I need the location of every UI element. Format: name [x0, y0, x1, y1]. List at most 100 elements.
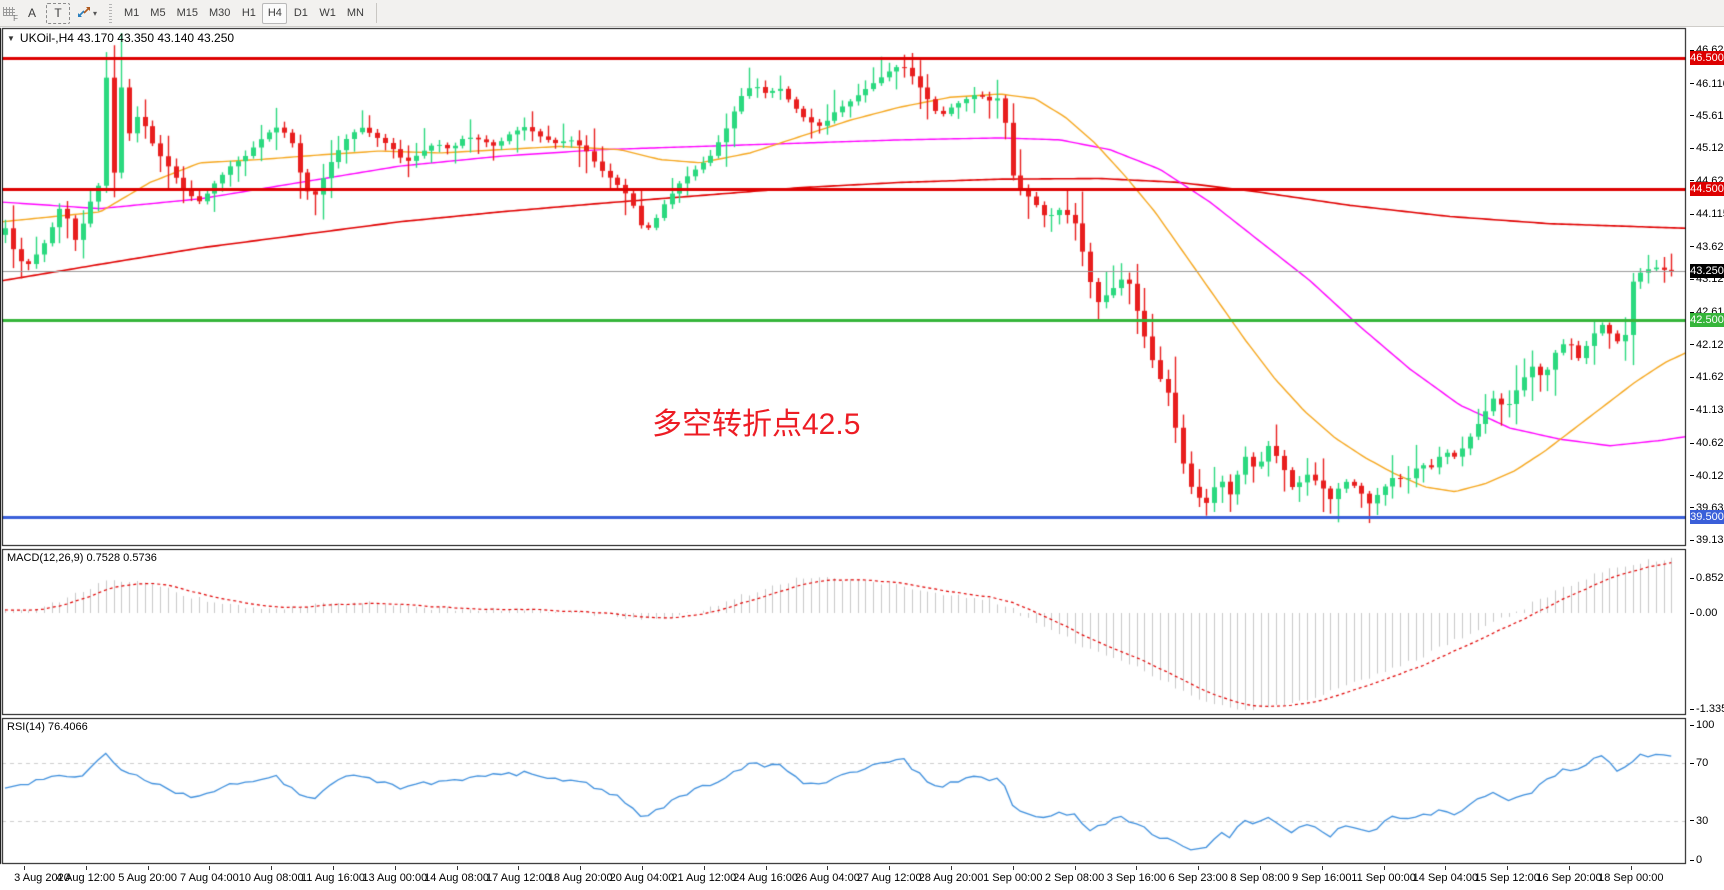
hline-price-label: 44.500	[1690, 182, 1724, 196]
time-tick	[1136, 866, 1138, 870]
time-label: 13 Aug 00:00	[362, 872, 428, 884]
symbol-title-line[interactable]: ▼ UKOil-,H4 43.170 43.350 43.140 43.250	[7, 31, 234, 45]
current-price-label: 43.250	[1690, 263, 1724, 278]
annotation-text[interactable]: 多空转折点42.5	[652, 408, 861, 441]
time-tick	[1507, 866, 1509, 870]
price-axis: 46.62046.11045.61545.12044.62544.11543.6…	[1690, 27, 1724, 890]
price-tick: 41.130	[1690, 404, 1724, 416]
time-label: 26 Aug 04:00	[794, 872, 860, 884]
time-tick	[394, 866, 396, 870]
symbol-ohlc-text: UKOil-,H4 43.170 43.350 43.140 43.250	[19, 31, 235, 45]
toolbar-separator	[109, 3, 113, 23]
tick-dash	[1690, 311, 1694, 313]
toolbar: F A T ▾ M1 M5 M15 M30 H1 H4 D1 W1 MN	[0, 0, 1724, 27]
tick-text: 45.615	[1696, 109, 1724, 122]
hline-price-label: 39.500	[1690, 509, 1724, 524]
tick-dash	[1690, 708, 1694, 710]
time-label: 16 Sep 20:00	[1536, 872, 1602, 884]
tick-text: 0	[1696, 854, 1703, 866]
time-tick	[518, 866, 520, 870]
tick-dash	[1690, 577, 1694, 579]
tick-dash	[1690, 213, 1694, 215]
text-label-tool-button[interactable]: T	[46, 2, 70, 24]
macd-axis-label: 0.8523	[1690, 572, 1724, 584]
tick-dash	[1690, 859, 1694, 861]
time-label: 11 Sep 00:00	[1351, 872, 1416, 884]
hline-price-label: 46.500	[1690, 51, 1724, 65]
time-tick	[271, 866, 273, 870]
arrow-text-tool-button[interactable]: A	[27, 6, 36, 20]
price-tick: 43.620	[1690, 241, 1724, 253]
diagonal-arrows-icon	[77, 6, 91, 21]
time-label: 3 Aug 2020	[14, 872, 70, 884]
time-label: 2 Sep 08:00	[1044, 872, 1105, 884]
time-label: 18 Sep 00:00	[1598, 872, 1664, 884]
tick-dash	[1690, 180, 1694, 182]
tick-dash	[1690, 376, 1694, 378]
tick-text: 0.8523	[1696, 572, 1724, 584]
tick-text: 45.120	[1696, 142, 1724, 155]
rsi-indicator-label: RSI(14) 76.4066	[7, 721, 88, 733]
price-tick: 41.625	[1690, 371, 1724, 383]
tick-text: 30	[1696, 814, 1709, 827]
tick-dash	[1690, 49, 1694, 51]
tick-dash	[1690, 246, 1694, 248]
time-label: 24 Aug 16:00	[733, 872, 799, 884]
tick-text: 41.130	[1696, 403, 1724, 416]
tick-dash	[1690, 83, 1694, 85]
time-tick	[765, 866, 767, 870]
rsi-axis-label: 100	[1690, 719, 1724, 731]
time-tick	[1321, 866, 1323, 870]
tick-dash	[1690, 762, 1694, 764]
tf-button-M15[interactable]: M15	[176, 7, 198, 19]
price-tick: 42.120	[1690, 339, 1724, 351]
rsi-axis-label: 0	[1690, 854, 1724, 866]
tf-button-D1[interactable]: D1	[293, 7, 308, 19]
macd-axis-label: 0.00	[1690, 607, 1724, 619]
tick-text: 43.620	[1696, 240, 1724, 253]
tick-dash	[1690, 147, 1694, 149]
time-label: 28 Aug 20:00	[918, 872, 984, 884]
tick-dash	[1690, 409, 1694, 411]
tf-button-M1[interactable]: M1	[124, 7, 140, 19]
tf-button-M30[interactable]: M30	[208, 7, 231, 19]
macd-indicator-label: MACD(12,26,9) 0.7528 0.5736	[7, 552, 157, 564]
time-tick	[1074, 866, 1076, 870]
time-tick	[827, 866, 829, 870]
time-tick	[1445, 866, 1447, 870]
price-tick: 40.125	[1690, 470, 1724, 482]
tick-dash	[1690, 442, 1694, 444]
timeframe-button-group: M1 M5 M15 M30 H1 H4 D1 W1 MN	[119, 2, 369, 24]
rsi-axis-label: 30	[1690, 815, 1724, 827]
time-label: 5 Aug 20:00	[118, 872, 177, 884]
tf-button-W1[interactable]: W1	[319, 7, 336, 19]
tf-button-H4[interactable]: H4	[262, 2, 288, 24]
tick-text: 39.135	[1696, 534, 1724, 547]
tick-text: 42.120	[1696, 338, 1724, 351]
toolbar-grip-icon[interactable]: F	[2, 5, 18, 23]
tf-button-H1[interactable]: H1	[241, 7, 256, 19]
price-tick: 45.615	[1690, 110, 1724, 122]
time-tick	[580, 866, 582, 870]
tick-text: 44.115	[1696, 208, 1724, 221]
time-tick	[147, 866, 149, 870]
tick-dash	[1690, 475, 1694, 477]
time-label: 14 Sep 04:00	[1412, 872, 1479, 884]
tick-dash	[1690, 820, 1694, 822]
tf-button-M5[interactable]: M5	[150, 7, 166, 19]
time-tick	[889, 866, 891, 870]
time-tick	[1569, 866, 1570, 870]
tick-text: 0.00	[1696, 607, 1718, 619]
time-label: 27 Aug 12:00	[856, 872, 922, 884]
cursor-tool-button[interactable]: ▾	[72, 3, 102, 24]
chart-area: ▼ UKOil-,H4 43.170 43.350 43.140 43.250 …	[0, 27, 1724, 890]
time-tick	[951, 866, 952, 870]
time-axis[interactable]: 3 Aug 2020 4 Aug 12:00 5 Aug 20:00 7 Aug 04…	[0, 866, 1724, 890]
tick-text: 40.125	[1696, 469, 1724, 482]
time-label: 9 Sep 16:00	[1292, 872, 1352, 884]
tf-button-MN[interactable]: MN	[346, 7, 364, 19]
time-label: 4 Aug 12:00	[56, 872, 116, 884]
chart-canvas[interactable]	[0, 27, 1690, 866]
time-tick	[703, 866, 705, 870]
